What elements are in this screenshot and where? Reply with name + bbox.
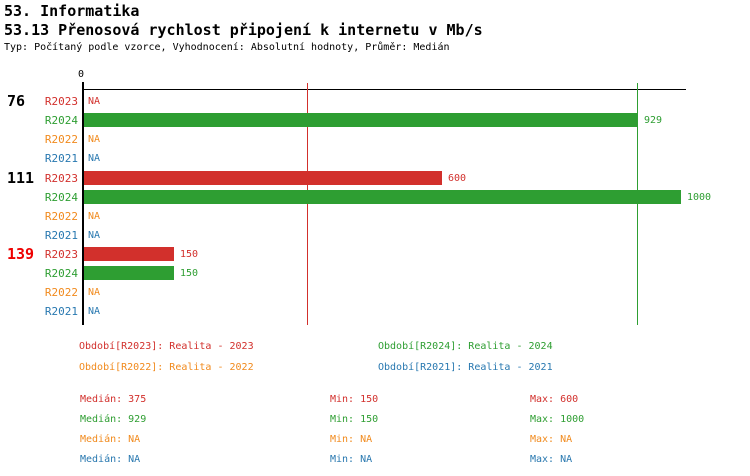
bar-R2024	[84, 190, 681, 204]
na-label-R2022: NA	[88, 211, 101, 222]
row-year-label-R2022: R2022	[44, 133, 78, 146]
na-label-R2022: NA	[88, 287, 101, 298]
report-indicator-title: 53.13 Přenosová rychlost připojení k int…	[4, 21, 483, 39]
row-year-label-R2023: R2023	[44, 95, 78, 108]
y-axis-line	[82, 82, 84, 325]
row-year-label-R2021: R2021	[44, 152, 78, 165]
stat-min-R2021: Min: NA	[330, 454, 373, 465]
legend-item-R2021: Období[R2021]: Realita - 2021	[378, 362, 553, 373]
stat-max-R2022: Max: NA	[530, 434, 573, 445]
x-axis-line	[82, 89, 686, 90]
stat-median-R2024: Medián: 929	[80, 414, 147, 425]
report-subtitle: Typ: Počítaný podle vzorce, Vyhodnocení:…	[4, 42, 450, 53]
row-year-label-R2021: R2021	[44, 229, 78, 242]
stat-min-R2024: Min: 150	[330, 414, 379, 425]
report-section-title: 53. Informatika	[4, 2, 140, 20]
na-label-R2021: NA	[88, 306, 101, 317]
row-year-label-R2023: R2023	[44, 172, 78, 185]
stat-min-R2023: Min: 150	[330, 394, 379, 405]
row-year-label-R2022: R2022	[44, 286, 78, 299]
stat-median-R2021: Medián: NA	[80, 454, 141, 465]
row-year-label-R2024: R2024	[44, 191, 78, 204]
row-year-label-R2024: R2024	[44, 114, 78, 127]
bar-value-label-R2024: 929	[644, 115, 663, 126]
group-label-111: 111	[7, 169, 35, 187]
median-line-R2023	[307, 83, 308, 325]
stat-max-R2023: Max: 600	[530, 394, 579, 405]
bar-R2023	[84, 247, 174, 261]
row-year-label-R2022: R2022	[44, 210, 78, 223]
stat-max-R2024: Max: 1000	[530, 414, 585, 425]
na-label-R2021: NA	[88, 153, 101, 164]
median-line-R2024	[637, 83, 638, 325]
stat-max-R2021: Max: NA	[530, 454, 573, 465]
bar-R2024	[84, 266, 174, 280]
group-label-139: 139	[7, 245, 35, 263]
legend-item-R2023: Období[R2023]: Realita - 2023	[79, 341, 254, 352]
row-year-label-R2021: R2021	[44, 305, 78, 318]
bar-value-label-R2023: 600	[448, 173, 467, 184]
bar-value-label-R2024: 150	[180, 268, 199, 279]
stat-median-R2022: Medián: NA	[80, 434, 141, 445]
na-label-R2022: NA	[88, 134, 101, 145]
bar-R2023	[84, 171, 442, 185]
na-label-R2021: NA	[88, 230, 101, 241]
row-year-label-R2023: R2023	[44, 248, 78, 261]
bar-value-label-R2023: 150	[180, 249, 199, 260]
stat-median-R2023: Medián: 375	[80, 394, 147, 405]
legend-item-R2022: Období[R2022]: Realita - 2022	[79, 362, 254, 373]
na-label-R2023: NA	[88, 96, 101, 107]
group-label-76: 76	[7, 92, 26, 110]
row-year-label-R2024: R2024	[44, 267, 78, 280]
x-axis-tick-label: 0	[78, 69, 85, 80]
bar-value-label-R2024: 1000	[687, 192, 712, 203]
stat-min-R2022: Min: NA	[330, 434, 373, 445]
legend-item-R2024: Období[R2024]: Realita - 2024	[378, 341, 553, 352]
bar-R2024	[84, 113, 638, 127]
